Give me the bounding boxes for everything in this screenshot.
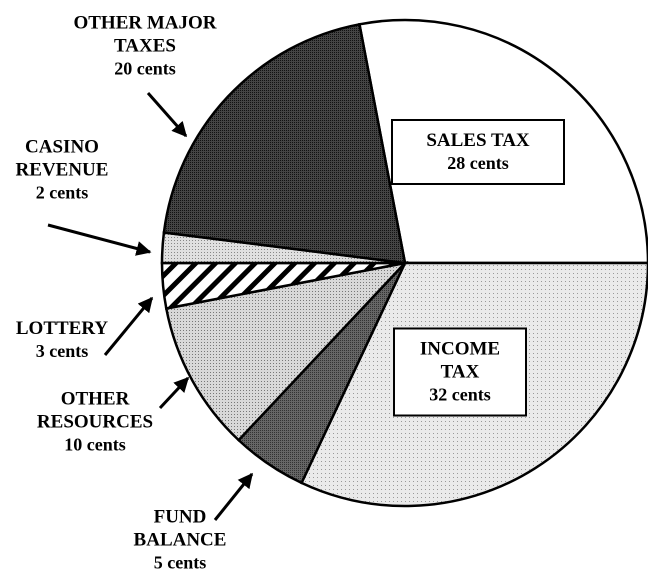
pie-slice <box>164 261 409 442</box>
value-label: 3 cents <box>35 341 89 361</box>
slice-label: SALES TAX 28 cents <box>391 119 565 185</box>
value-label: 28 cents <box>447 153 509 173</box>
arrow <box>146 92 188 138</box>
category-label: SALES TAX <box>426 130 530 151</box>
arrow <box>103 296 154 356</box>
arrow <box>158 376 190 410</box>
slice-label: OTHER RESOURCES 10 cents <box>25 388 165 457</box>
value-label: 20 cents <box>114 58 176 79</box>
category-label: OTHER RESOURCES <box>36 388 154 433</box>
category-label: CASINO REVENUE <box>15 136 109 181</box>
category-label: OTHER MAJOR TAXES <box>73 12 217 57</box>
value-label: 5 cents <box>153 552 207 573</box>
value-label: 10 cents <box>64 434 126 455</box>
category-label: LOTTERY <box>15 318 109 339</box>
slice-label: OTHER MAJOR TAXES 20 cents <box>58 12 233 81</box>
value-label: 2 cents <box>35 182 89 203</box>
arrow <box>47 223 152 256</box>
slice-label: FUND BALANCE 5 cents <box>120 506 240 575</box>
arrow <box>213 472 254 521</box>
category-label: INCOME TAX <box>419 338 501 383</box>
slice-label: INCOME TAX 32 cents <box>393 327 527 417</box>
pie-slice <box>162 22 407 265</box>
category-label: FUND BALANCE <box>133 506 227 551</box>
value-label: 32 cents <box>429 384 491 405</box>
slice-label: CASINO REVENUE 2 cents <box>2 136 122 205</box>
arrows <box>47 92 254 521</box>
slice-label: LOTTERY 3 cents <box>7 317 117 363</box>
